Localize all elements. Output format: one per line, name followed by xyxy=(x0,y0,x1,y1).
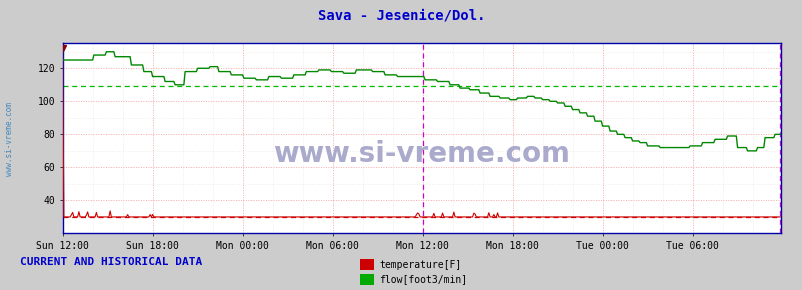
Text: flow[foot3/min]: flow[foot3/min] xyxy=(379,274,467,284)
Text: temperature[F]: temperature[F] xyxy=(379,260,460,270)
Text: CURRENT AND HISTORICAL DATA: CURRENT AND HISTORICAL DATA xyxy=(20,257,202,267)
Text: Sava - Jesenice/Dol.: Sava - Jesenice/Dol. xyxy=(318,9,484,23)
Text: www.si-vreme.com: www.si-vreme.com xyxy=(5,102,14,176)
Text: www.si-vreme.com: www.si-vreme.com xyxy=(273,140,569,168)
